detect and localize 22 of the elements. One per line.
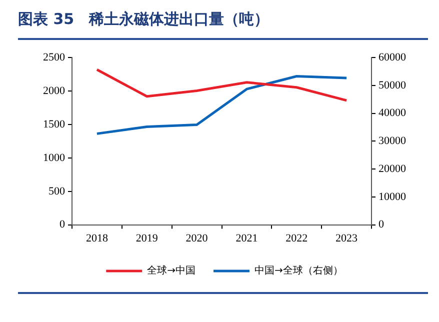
y-tick-label: 0 xyxy=(60,218,66,231)
y2-tick-label: 10000 xyxy=(378,190,406,203)
y2-tick-label: 30000 xyxy=(378,135,406,148)
x-tick-label: 2023 xyxy=(336,232,358,244)
x-tick-label: 2019 xyxy=(136,232,158,244)
y-tick-label: 1000 xyxy=(43,152,66,164)
chart-title: 图表 35 稀土永磁体进出口量（吨） xyxy=(18,10,428,40)
x-tick-label: 2020 xyxy=(186,232,208,244)
legend-label: 全球→中国 xyxy=(147,264,196,277)
legend-label: 中国→全球（右侧） xyxy=(254,264,343,277)
y2-tick-label: 0 xyxy=(378,218,384,231)
y2-tick-label: 40000 xyxy=(378,107,406,120)
y-tick-label: 500 xyxy=(48,185,66,198)
x-tick-label: 2018 xyxy=(86,232,108,244)
x-tick-label: 2021 xyxy=(236,232,258,244)
y2-tick-label: 50000 xyxy=(378,79,406,92)
y-tick-label: 2500 xyxy=(43,51,66,64)
y2-tick-label: 20000 xyxy=(378,162,406,175)
x-tick-label: 2022 xyxy=(286,232,308,244)
y2-tick-label: 60000 xyxy=(378,51,406,64)
y-tick-label: 2000 xyxy=(43,84,66,97)
y-tick-label: 1500 xyxy=(43,118,66,130)
